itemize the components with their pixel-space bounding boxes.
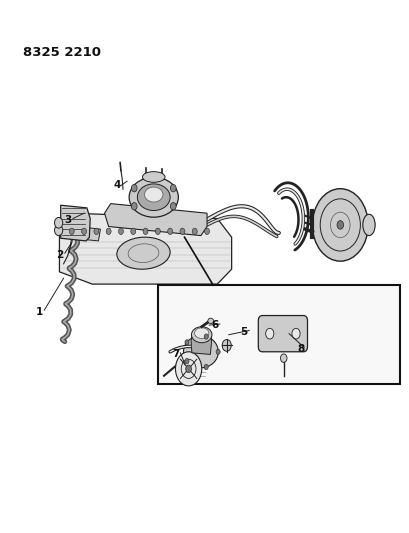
- Ellipse shape: [142, 172, 164, 182]
- Ellipse shape: [183, 336, 218, 368]
- Text: 1: 1: [35, 307, 43, 317]
- Ellipse shape: [117, 237, 170, 269]
- Circle shape: [184, 359, 189, 364]
- Circle shape: [204, 334, 208, 339]
- Ellipse shape: [144, 187, 162, 202]
- Text: 7: 7: [172, 350, 180, 359]
- FancyBboxPatch shape: [258, 316, 307, 352]
- Ellipse shape: [362, 214, 374, 236]
- Polygon shape: [191, 335, 211, 354]
- Circle shape: [94, 228, 99, 235]
- Ellipse shape: [137, 184, 170, 211]
- Circle shape: [265, 328, 273, 339]
- Circle shape: [180, 228, 184, 235]
- Text: 3: 3: [64, 215, 71, 224]
- Ellipse shape: [207, 318, 213, 324]
- Ellipse shape: [194, 328, 209, 338]
- Circle shape: [131, 203, 137, 210]
- Circle shape: [204, 228, 209, 235]
- Ellipse shape: [280, 354, 286, 362]
- Bar: [157, 285, 399, 384]
- Polygon shape: [104, 204, 207, 236]
- Polygon shape: [72, 226, 100, 241]
- Circle shape: [192, 228, 197, 235]
- Circle shape: [175, 352, 201, 386]
- Ellipse shape: [191, 327, 211, 343]
- Circle shape: [130, 228, 135, 235]
- Circle shape: [106, 228, 111, 235]
- Text: 6: 6: [211, 320, 218, 330]
- Polygon shape: [59, 213, 231, 284]
- Circle shape: [170, 184, 176, 192]
- Text: 2: 2: [56, 250, 63, 260]
- Circle shape: [291, 328, 299, 339]
- Text: 8325 2210: 8325 2210: [22, 46, 100, 59]
- Circle shape: [54, 225, 63, 236]
- Circle shape: [54, 217, 63, 228]
- Circle shape: [131, 184, 137, 192]
- Circle shape: [155, 228, 160, 235]
- Circle shape: [204, 365, 208, 370]
- Circle shape: [336, 221, 343, 229]
- Circle shape: [143, 228, 148, 235]
- Circle shape: [118, 228, 123, 235]
- Circle shape: [170, 203, 176, 210]
- Circle shape: [312, 189, 367, 261]
- Ellipse shape: [129, 177, 178, 217]
- Circle shape: [81, 228, 86, 235]
- Circle shape: [216, 349, 220, 354]
- Circle shape: [167, 228, 172, 235]
- Text: 8: 8: [297, 344, 304, 354]
- Ellipse shape: [222, 340, 231, 351]
- Polygon shape: [61, 205, 90, 241]
- Text: 5: 5: [240, 327, 247, 336]
- Circle shape: [69, 228, 74, 235]
- Circle shape: [185, 365, 191, 373]
- Text: 4: 4: [113, 181, 120, 190]
- Circle shape: [184, 340, 189, 345]
